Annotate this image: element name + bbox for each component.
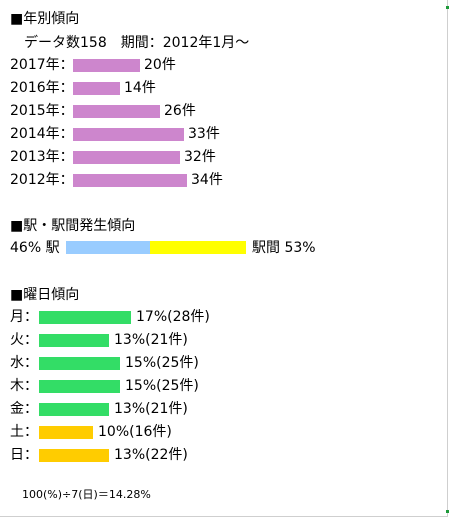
weekday-bar [39, 311, 131, 324]
between-share-bar [150, 241, 246, 254]
between-share-label: 駅間 53% [252, 240, 316, 256]
panel-right-border [447, 0, 448, 517]
weekday-label: 土： [10, 424, 38, 440]
weekday-share: 13%(21件) [114, 332, 188, 348]
weekday-share: 13%(22件) [114, 447, 188, 463]
year-label: 2012年： [10, 172, 74, 188]
weekday-bar [39, 357, 120, 370]
year-count: 34件 [191, 172, 223, 188]
weekday-bar [39, 380, 120, 393]
weekday-label: 木： [10, 378, 38, 394]
year-row: 2014年： 33件 [10, 125, 310, 143]
year-row: 2015年： 26件 [10, 102, 310, 120]
weekday-label: 月： [10, 309, 38, 325]
year-label: 2016年： [10, 80, 74, 96]
average-footnote: 100(%)÷7(日)＝14.28% [22, 488, 151, 501]
weekday-row: 火： 13%(21件) [10, 331, 310, 349]
year-count: 33件 [188, 126, 220, 142]
weekday-label: 火： [10, 332, 38, 348]
weekday-share: 15%(25件) [125, 378, 199, 394]
weekday-row: 月： 17%(28件) [10, 308, 310, 326]
weekday-share: 17%(28件) [136, 309, 210, 325]
yearly-trend-title: ■年別傾向 [10, 11, 80, 27]
year-count: 26件 [164, 103, 196, 119]
weekday-row: 日： 13%(22件) [10, 446, 310, 464]
year-count: 20件 [144, 57, 176, 73]
weekday-label: 金： [10, 401, 38, 417]
weekday-row: 水： 15%(25件) [10, 354, 310, 372]
weekday-share: 15%(25件) [125, 355, 199, 371]
corner-marker [446, 6, 449, 9]
location-split-bar: 46% 駅 駅間 53% [10, 238, 330, 258]
year-label: 2014年： [10, 126, 74, 142]
year-row: 2017年： 20件 [10, 56, 310, 74]
year-bar [73, 151, 180, 164]
weekday-share: 10%(16件) [98, 424, 172, 440]
weekend-bar [39, 449, 109, 462]
year-bar [73, 105, 160, 118]
weekday-bar [39, 403, 109, 416]
year-bar [73, 82, 120, 95]
year-label: 2015年： [10, 103, 74, 119]
weekend-bar [39, 426, 93, 439]
weekday-share: 13%(21件) [114, 401, 188, 417]
weekday-row: 木： 15%(25件) [10, 377, 310, 395]
weekday-bar [39, 334, 109, 347]
year-bar [73, 128, 184, 141]
location-trend-title: ■駅・駅間発生傾向 [10, 218, 136, 234]
station-share-bar [66, 241, 150, 254]
weekday-row: 土： 10%(16件) [10, 423, 310, 441]
year-row: 2012年： 34件 [10, 171, 310, 189]
weekday-row: 金： 13%(21件) [10, 400, 310, 418]
year-row: 2013年： 32件 [10, 148, 310, 166]
year-bar [73, 59, 140, 72]
year-count: 14件 [124, 80, 156, 96]
year-label: 2017年： [10, 57, 74, 73]
weekday-trend-title: ■曜日傾向 [10, 287, 80, 303]
weekday-label: 水： [10, 355, 38, 371]
yearly-summary: データ数158 期間：2012年1月～ [24, 35, 250, 51]
corner-marker [446, 510, 449, 513]
year-bar [73, 174, 187, 187]
year-label: 2013年： [10, 149, 74, 165]
weekday-label: 日： [10, 447, 38, 463]
station-share-label: 46% 駅 [10, 240, 60, 256]
year-row: 2016年： 14件 [10, 79, 310, 97]
year-count: 32件 [184, 149, 216, 165]
